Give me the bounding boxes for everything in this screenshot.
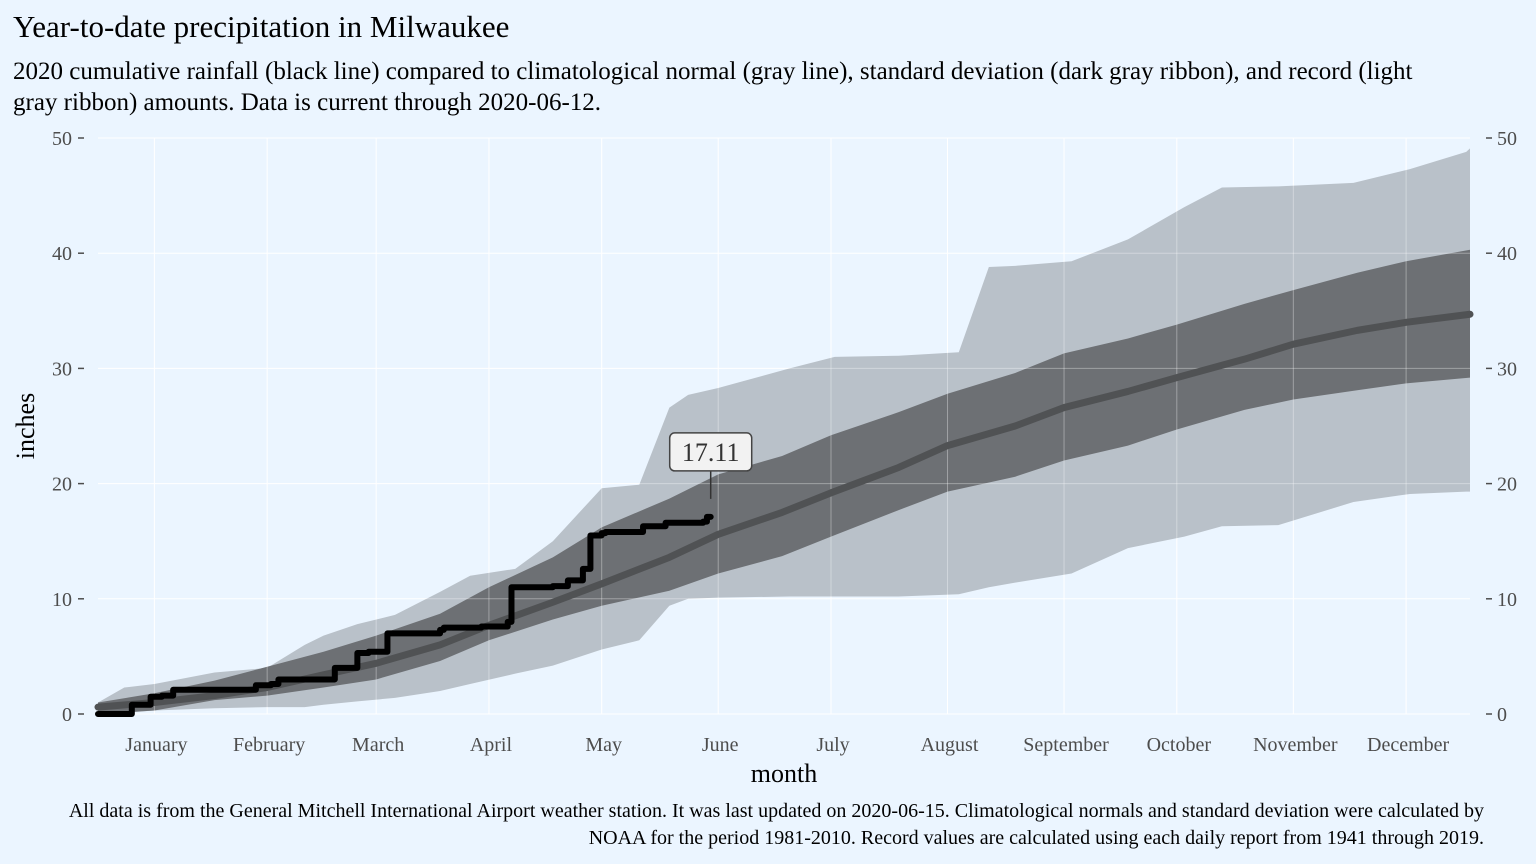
axis-layer: 0 0 10 10 20 20 30 30 40 40 50 50 January February Mar… [52,128,1517,756]
annotation-label: 17.11 [682,438,740,467]
y-tick-label-right: 20 [1497,474,1517,496]
y-tick-label-left: 0 [62,704,72,726]
y-tick-label-left: 30 [52,358,72,380]
normal-line [94,310,1474,711]
current-year-line [95,513,714,717]
series-layer [94,310,1474,717]
y-tick-label-left: 20 [52,474,72,496]
chart-subtitle: 2020 cumulative rainfall (black line) co… [13,58,1413,116]
x-tick-label: February [233,734,305,756]
standard-deviation-ribbon [98,249,1470,714]
x-tick-label: April [470,734,513,756]
ribbon-layer [98,137,1470,715]
y-tick-label-right: 10 [1497,589,1517,611]
x-tick-label: January [125,734,187,756]
y-tick-label-left: 40 [52,243,72,265]
x-tick-label: December [1367,734,1450,756]
chart-caption: All data is from the General Mitchell In… [68,800,1484,849]
y-tick-label-left: 10 [52,589,72,611]
x-tick-label: March [352,734,404,756]
x-tick-label: October [1147,734,1212,756]
y-tick-label-right: 0 [1497,704,1507,726]
y-tick-label-right: 40 [1497,243,1517,265]
annotation-box [668,432,753,472]
x-tick-label: June [702,734,739,756]
y-tick-label-left: 50 [52,128,72,150]
y-tick-label-right: 50 [1497,128,1517,150]
x-tick-label: July [816,734,849,756]
x-tick-label: May [585,734,622,756]
chart-title: Year-to-date precipitation in Milwaukee [13,9,510,44]
x-tick-label: August [921,734,979,756]
y-axis-title: inches [11,393,40,459]
annotation-layer: 17.11 [668,432,753,499]
x-tick-label: September [1023,734,1109,756]
x-axis-title: month [751,759,817,788]
x-tick-label: November [1253,734,1338,756]
y-tick-label-right: 30 [1497,358,1517,380]
record-ribbon [98,148,1470,715]
